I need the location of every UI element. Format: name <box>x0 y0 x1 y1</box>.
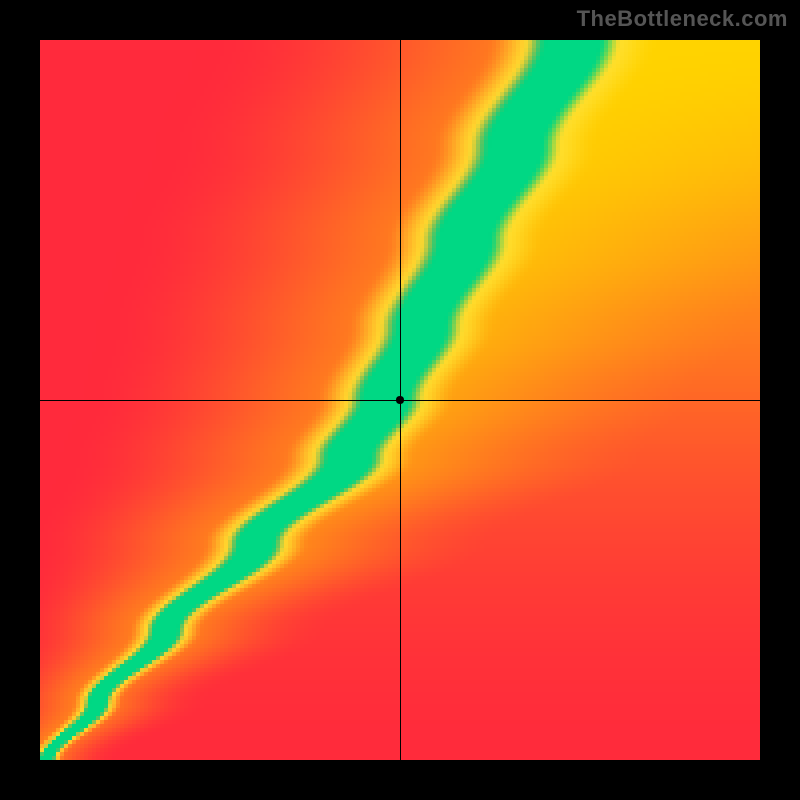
heatmap-canvas <box>40 40 760 760</box>
watermark-text: TheBottleneck.com <box>577 6 788 32</box>
chart-frame: TheBottleneck.com <box>0 0 800 800</box>
plot-area <box>40 40 760 760</box>
